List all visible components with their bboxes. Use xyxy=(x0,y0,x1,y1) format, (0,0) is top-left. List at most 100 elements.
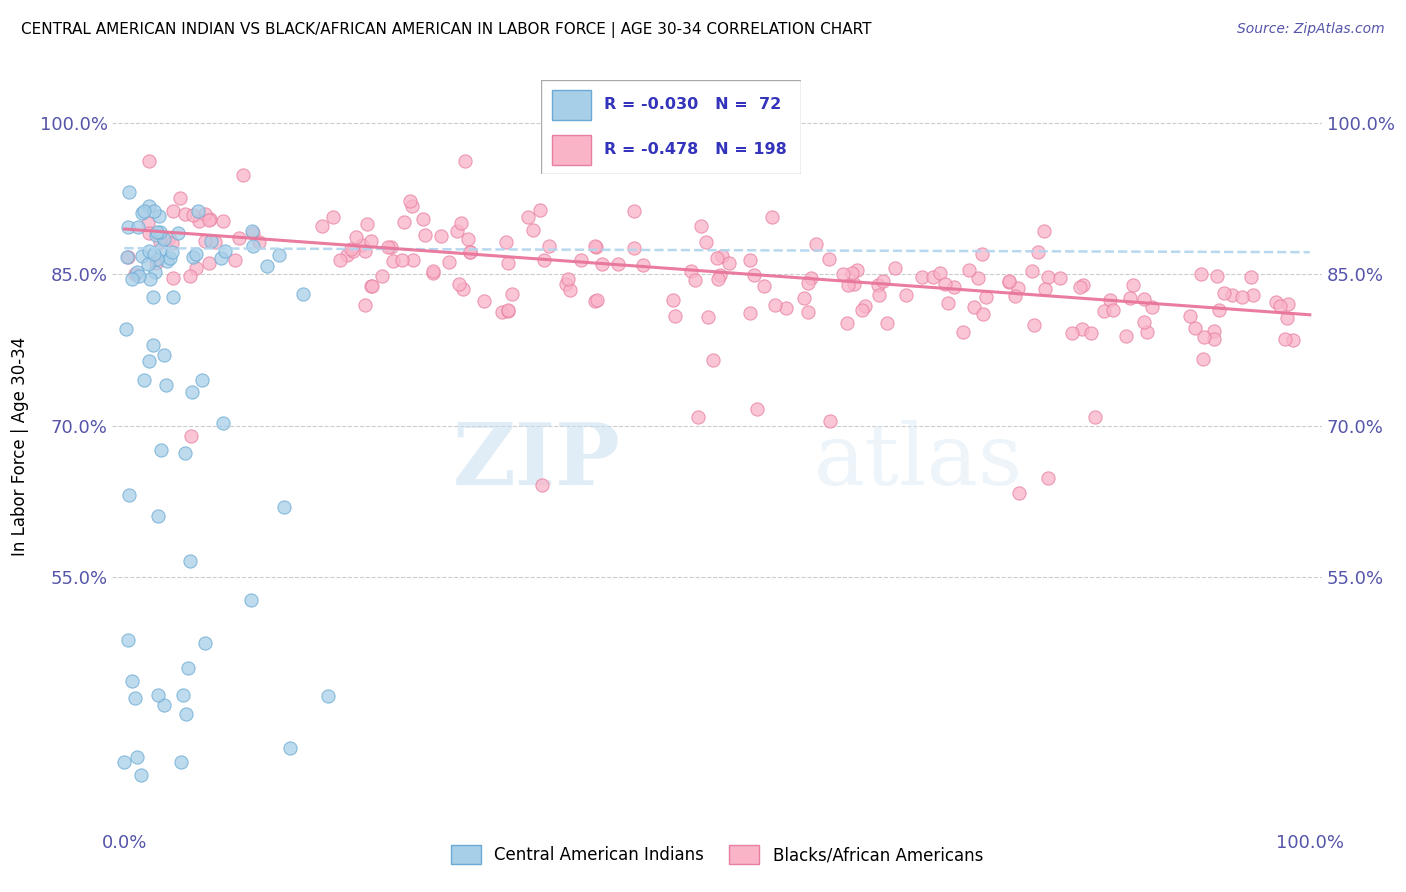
Point xyxy=(1189,267,1212,281)
Point xyxy=(1220,288,1243,302)
Point xyxy=(585,240,607,254)
Point xyxy=(1241,288,1264,302)
Point xyxy=(339,243,361,257)
Point xyxy=(835,316,858,330)
Point xyxy=(181,208,204,222)
Point xyxy=(273,500,295,515)
Point xyxy=(128,268,150,283)
Point xyxy=(356,217,378,231)
Point xyxy=(188,214,211,228)
Point xyxy=(557,272,579,286)
Point xyxy=(174,706,197,721)
Point xyxy=(793,291,815,305)
Text: Source: ZipAtlas.com: Source: ZipAtlas.com xyxy=(1237,22,1385,37)
Point xyxy=(972,307,994,321)
Point xyxy=(162,204,184,219)
Point xyxy=(558,283,581,297)
Point xyxy=(247,235,270,249)
Point xyxy=(1212,285,1234,300)
Point xyxy=(278,740,301,755)
Point xyxy=(155,378,177,392)
Point xyxy=(211,214,233,228)
Point xyxy=(1008,486,1031,500)
Point xyxy=(124,690,146,705)
Point xyxy=(934,277,956,291)
Point xyxy=(1275,310,1298,325)
Point xyxy=(496,304,519,318)
Point xyxy=(117,220,139,235)
Point xyxy=(1084,410,1107,425)
Point xyxy=(1281,333,1303,347)
Point xyxy=(162,290,184,304)
Point xyxy=(818,414,841,428)
Point xyxy=(522,223,544,237)
Point xyxy=(381,253,404,268)
Point xyxy=(139,272,162,286)
Point xyxy=(214,244,236,258)
Point xyxy=(517,210,540,224)
Point xyxy=(883,260,905,275)
Point xyxy=(138,227,160,241)
Point xyxy=(1178,309,1201,323)
Point xyxy=(662,293,685,308)
Point xyxy=(1092,304,1115,318)
Point xyxy=(591,257,613,271)
Point xyxy=(501,286,523,301)
Point xyxy=(354,298,377,312)
Point xyxy=(690,219,713,233)
Point xyxy=(1142,301,1164,315)
Point xyxy=(709,268,731,282)
Point xyxy=(157,231,180,245)
Point xyxy=(256,259,278,273)
Point xyxy=(194,207,217,221)
Point xyxy=(530,477,553,491)
Point xyxy=(360,234,382,248)
Point xyxy=(148,688,170,702)
Point xyxy=(1032,224,1054,238)
Point xyxy=(623,204,645,219)
Point xyxy=(143,265,166,279)
Point xyxy=(1206,269,1229,284)
Point xyxy=(146,225,169,239)
Point xyxy=(179,269,201,284)
Point xyxy=(350,238,373,252)
Point xyxy=(117,185,139,199)
Point xyxy=(453,154,475,169)
Point xyxy=(998,275,1021,289)
Point xyxy=(292,287,315,301)
Point xyxy=(866,278,889,293)
Point xyxy=(131,249,153,263)
Point xyxy=(855,299,877,313)
Point xyxy=(817,252,839,266)
Point xyxy=(868,287,890,301)
Point xyxy=(1192,352,1215,367)
Point xyxy=(1080,326,1102,340)
Point xyxy=(198,213,221,227)
Point xyxy=(148,210,170,224)
Point xyxy=(370,268,392,283)
Point xyxy=(150,443,173,458)
Point xyxy=(198,212,221,227)
Point xyxy=(228,231,250,245)
Point xyxy=(1192,329,1215,343)
Point xyxy=(1268,299,1291,313)
Point xyxy=(142,290,165,304)
Point xyxy=(127,265,149,279)
FancyBboxPatch shape xyxy=(551,89,591,120)
Point xyxy=(200,234,222,248)
Point xyxy=(711,249,734,263)
Point xyxy=(402,253,425,268)
Point xyxy=(706,251,728,265)
Point xyxy=(718,256,741,270)
FancyBboxPatch shape xyxy=(551,135,591,164)
Point xyxy=(1119,291,1142,305)
Point xyxy=(1122,277,1144,292)
Point xyxy=(702,352,724,367)
Point xyxy=(127,219,149,234)
Point xyxy=(191,372,214,386)
Point xyxy=(796,305,818,319)
Point xyxy=(623,241,645,255)
Point xyxy=(392,215,415,229)
Point xyxy=(156,254,179,268)
Point xyxy=(138,199,160,213)
